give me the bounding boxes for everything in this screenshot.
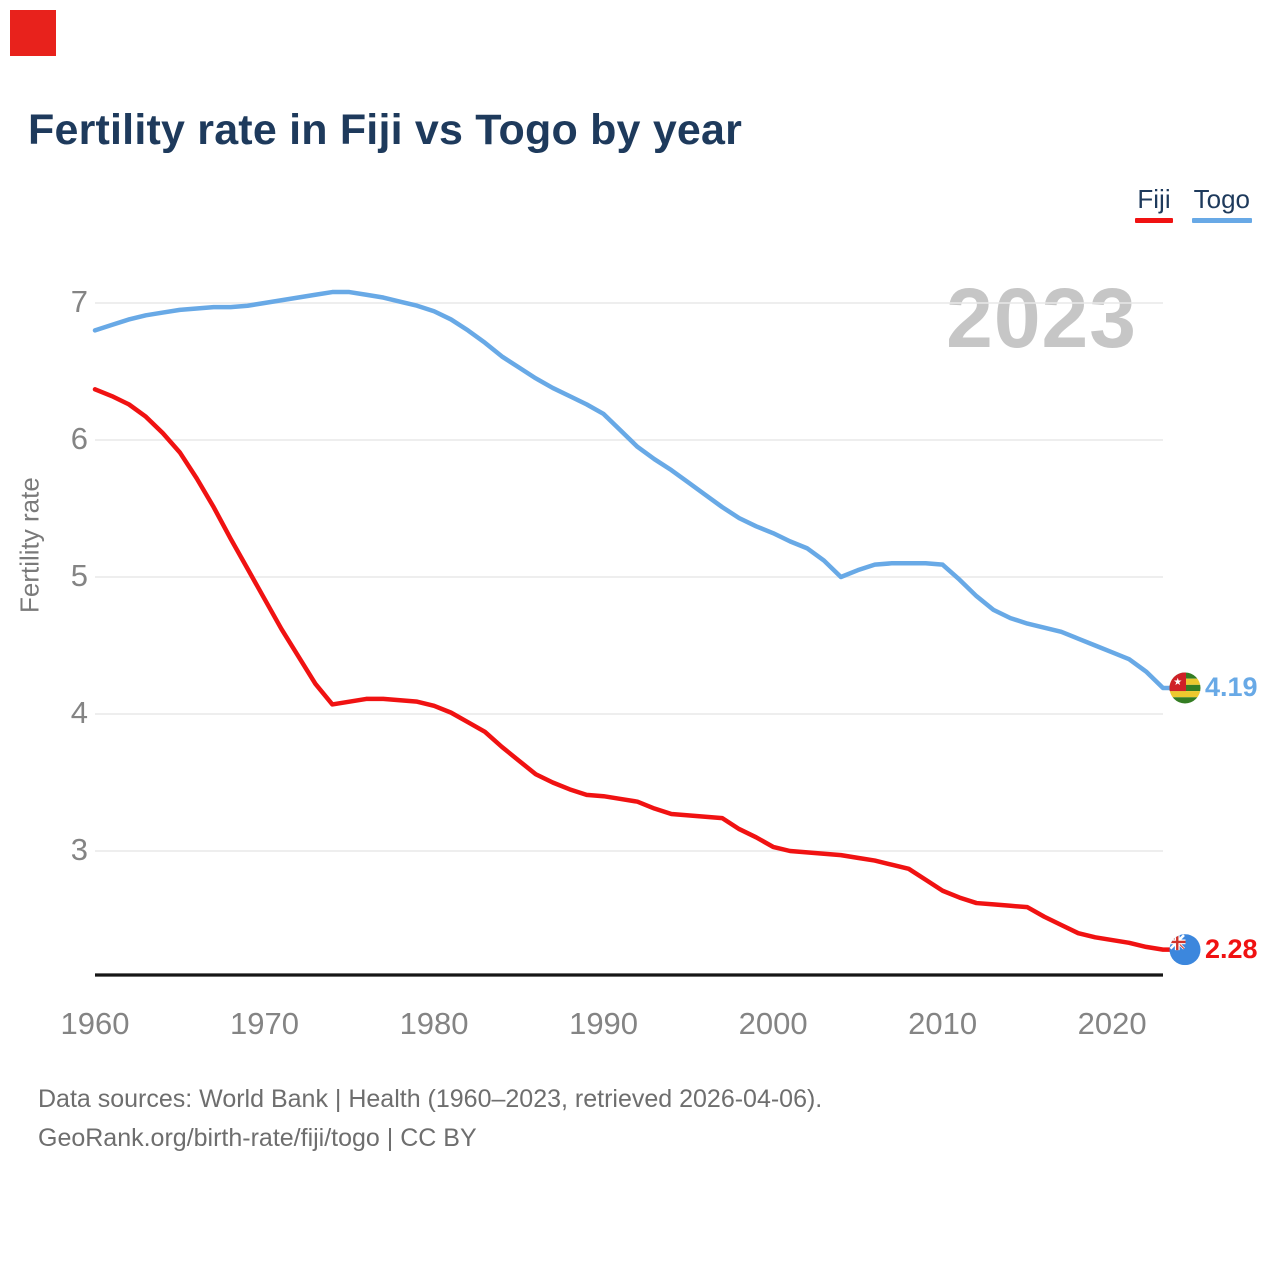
end-label-togo: 4.19	[1205, 671, 1258, 702]
y-tick-label: 3	[70, 832, 88, 867]
legend-item-fiji[interactable]: Fiji	[1135, 184, 1173, 223]
x-tick-label: 1980	[399, 1006, 469, 1041]
legend-underline-fiji	[1135, 218, 1173, 223]
gridlines	[95, 302, 1163, 852]
x-tick-label: 2010	[908, 1006, 978, 1041]
x-tick-label: 2020	[1077, 1006, 1147, 1041]
footer-line-1: Data sources: World Bank | Health (1960–…	[38, 1085, 823, 1113]
page-title: Fertility rate in Fiji vs Togo by year	[28, 106, 743, 154]
togo-flag-icon: ★	[1169, 672, 1201, 704]
fiji-flag-icon	[1169, 934, 1201, 966]
end-label-fiji: 2.28	[1205, 933, 1258, 964]
y-tick-label: 6	[70, 421, 88, 456]
y-tick-label: 5	[70, 558, 88, 593]
series-line-fiji	[92, 387, 1177, 952]
x-tick-label: 2000	[738, 1006, 808, 1041]
legend-label-fiji: Fiji	[1137, 184, 1171, 214]
corner-marker	[10, 10, 56, 56]
x-tick-label: 1990	[569, 1006, 639, 1041]
watermark-year: 2023	[946, 271, 1137, 365]
series-lines	[92, 289, 1177, 952]
y-tick-label: 4	[70, 695, 88, 730]
legend-underline-togo	[1191, 218, 1252, 223]
legend-label-togo: Togo	[1193, 184, 1250, 214]
x-tick-label: 1970	[230, 1006, 299, 1041]
footer: Data sources: World Bank | Health (1960–…	[38, 1080, 822, 1158]
legend: Fiji Togo	[1135, 184, 1252, 223]
footer-line-2: GeoRank.org/birth-rate/fiji/togo | CC BY	[38, 1124, 477, 1152]
y-tick-label: 7	[70, 284, 88, 319]
x-tick-label: 1960	[60, 1006, 130, 1041]
legend-item-togo[interactable]: Togo	[1191, 184, 1252, 223]
svg-text:★: ★	[1173, 677, 1182, 688]
series-line-togo	[92, 289, 1177, 691]
